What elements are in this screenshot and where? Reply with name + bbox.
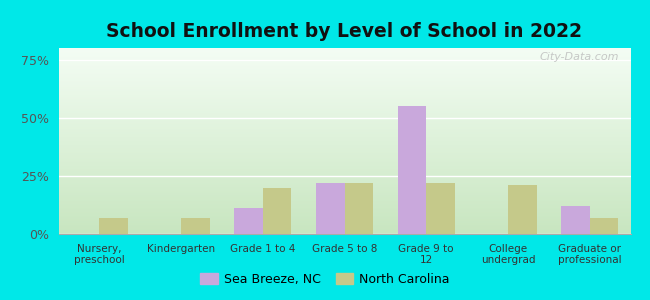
- Bar: [99, 218, 128, 234]
- Text: City-Data.com: City-Data.com: [540, 52, 619, 62]
- Bar: [398, 106, 426, 234]
- Bar: [590, 218, 618, 234]
- Bar: [234, 208, 263, 234]
- Bar: [561, 206, 590, 234]
- Bar: [344, 183, 373, 234]
- Title: School Enrollment by Level of School in 2022: School Enrollment by Level of School in …: [107, 22, 582, 41]
- Bar: [508, 185, 536, 234]
- Bar: [316, 183, 344, 234]
- Bar: [426, 183, 455, 234]
- Bar: [181, 218, 210, 234]
- Legend: Sea Breeze, NC, North Carolina: Sea Breeze, NC, North Carolina: [195, 268, 455, 291]
- Bar: [263, 188, 291, 234]
